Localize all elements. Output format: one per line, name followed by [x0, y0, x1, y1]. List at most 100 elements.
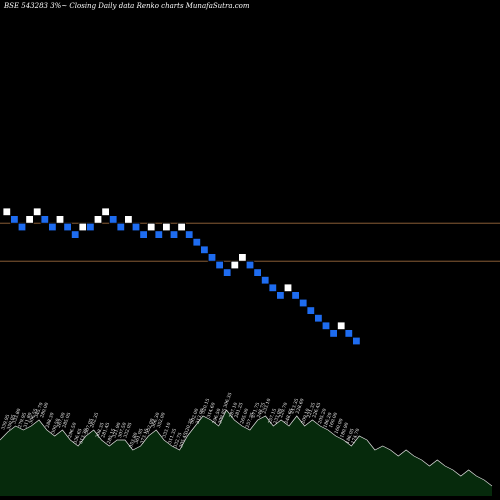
renko-brick-down — [207, 253, 217, 262]
volume-label: 262.35 — [89, 412, 100, 429]
volume-label: 353.80 — [128, 432, 139, 449]
renko-brick-down — [17, 222, 27, 232]
volume-label: 352.00 — [145, 418, 156, 435]
volume-label: 160.00 — [334, 418, 345, 435]
volume-label: 233.00 — [272, 408, 283, 425]
renko-brick-up — [33, 207, 42, 216]
volume-label: 366.30 — [150, 412, 161, 429]
volume-label: 174.70 — [350, 428, 361, 445]
renko-brick-up — [25, 215, 34, 224]
renko-brick-up — [230, 260, 239, 270]
volume-label: 306.55 — [28, 408, 39, 425]
volume-label: 339.95 — [0, 414, 11, 431]
volume-label: 267.00 — [56, 412, 67, 429]
renko-brick-up — [124, 215, 133, 224]
volume-area-line — [0, 409, 493, 487]
renko-brick-down — [63, 222, 72, 232]
renko-brick-down — [184, 230, 194, 239]
volume-label: 332.05 — [122, 422, 133, 439]
renko-brick-up — [162, 222, 171, 232]
volume-area — [0, 409, 493, 496]
renko-brick-down — [222, 268, 232, 277]
volume-label: 285.15 — [106, 428, 117, 445]
renko-brick-down — [253, 268, 262, 277]
volume-label: 209.10 — [300, 408, 311, 425]
renko-brick-down — [71, 230, 80, 239]
renko-brick-down — [321, 321, 331, 330]
volume-label: 271.75 — [250, 402, 261, 419]
renko-brick-down — [260, 275, 270, 285]
renko-brick-up — [336, 321, 346, 330]
volume-label: 302.00 — [189, 408, 200, 425]
volume-area-fill — [0, 410, 492, 496]
volume-label: 280.00 — [39, 402, 50, 419]
renko-brick-down — [291, 291, 300, 300]
renko-brick-down — [131, 222, 141, 232]
volume-label: 320.15 — [200, 398, 211, 415]
volume-label: 373.15 — [139, 428, 150, 445]
volume-label: 333.10 — [161, 422, 172, 439]
volume-label: 257.15 — [267, 408, 278, 425]
renko-brick-down — [329, 329, 338, 338]
renko-brick-up — [78, 222, 87, 232]
volume-label: 265.00 — [239, 408, 250, 425]
volume-label: 257.25 — [245, 412, 256, 429]
renko-brick-up — [238, 253, 247, 262]
renko-brick-down — [40, 215, 49, 224]
volume-label: 332.75 — [172, 432, 183, 449]
volume-label: 321.90 — [111, 422, 122, 439]
volume-label: 296.50 — [211, 408, 222, 425]
volume-label: 226.45 — [311, 402, 322, 419]
volume-label: 160.00 — [328, 412, 339, 429]
volume-label: 233.10 — [261, 398, 272, 415]
renko-brick-down — [154, 230, 163, 239]
renko-brick-up — [101, 207, 110, 216]
renko-brick-up — [2, 207, 11, 216]
volume-label: 228.60 — [295, 398, 306, 415]
renko-brick-down — [352, 336, 361, 346]
renko-brick-up — [283, 283, 293, 292]
renko-brick-up — [55, 215, 65, 224]
volume-label: 186.05 — [345, 428, 356, 445]
volume-label: 306.35 — [222, 392, 233, 409]
renko-brick-down — [200, 245, 209, 254]
volume-label: 311.80 — [22, 412, 33, 429]
renko-brick-down — [169, 230, 179, 239]
volume-label: 309.85 — [217, 408, 228, 425]
volume-label: 287.10 — [228, 402, 239, 419]
volume-label: 352.00 — [156, 412, 167, 429]
volume-label: 313.00 — [195, 408, 206, 425]
volume-label: 345.70 — [34, 402, 45, 419]
renko-brick-down — [215, 260, 224, 270]
renko-bricks — [2, 207, 361, 346]
volume-label: 288.30 — [45, 412, 56, 429]
volume-label: 361.95 — [134, 428, 145, 445]
volume-label: 180.90 — [339, 422, 350, 439]
volume-label: 320.25 — [184, 418, 195, 435]
volume-label: 281.45 — [100, 422, 111, 439]
renko-brick-down — [268, 283, 277, 292]
renko-brick-down — [245, 260, 255, 270]
volume-label: 279.95 — [17, 412, 28, 429]
renko-brick-down — [314, 313, 323, 323]
renko-brick-down — [10, 215, 19, 224]
volume-label: 314.60 — [206, 402, 217, 419]
volume-label: 333.80 — [11, 408, 22, 425]
volume-label: 248.75 — [256, 402, 267, 419]
chart-title: BSE 543283 3%~ Closing Daily data Renko … — [4, 2, 250, 10]
volume-labels: 339.95350.05333.80279.95311.80306.55345.… — [0, 392, 361, 449]
volume-label: 285.05 — [61, 412, 72, 429]
volume-label: 248.65 — [284, 408, 295, 425]
volume-label: 229.70 — [278, 402, 289, 419]
volume-label: 313.30 — [78, 428, 89, 445]
renko-brick-up — [146, 222, 156, 232]
volume-label: 311.35 — [167, 428, 178, 445]
volume-label: 296.50 — [67, 422, 78, 439]
renko-brick-down — [344, 329, 353, 338]
volume-label: 281.25 — [234, 402, 245, 419]
renko-brick-down — [109, 215, 118, 224]
renko-brick-up — [177, 222, 186, 232]
volume-label: 336.65 — [72, 428, 83, 445]
